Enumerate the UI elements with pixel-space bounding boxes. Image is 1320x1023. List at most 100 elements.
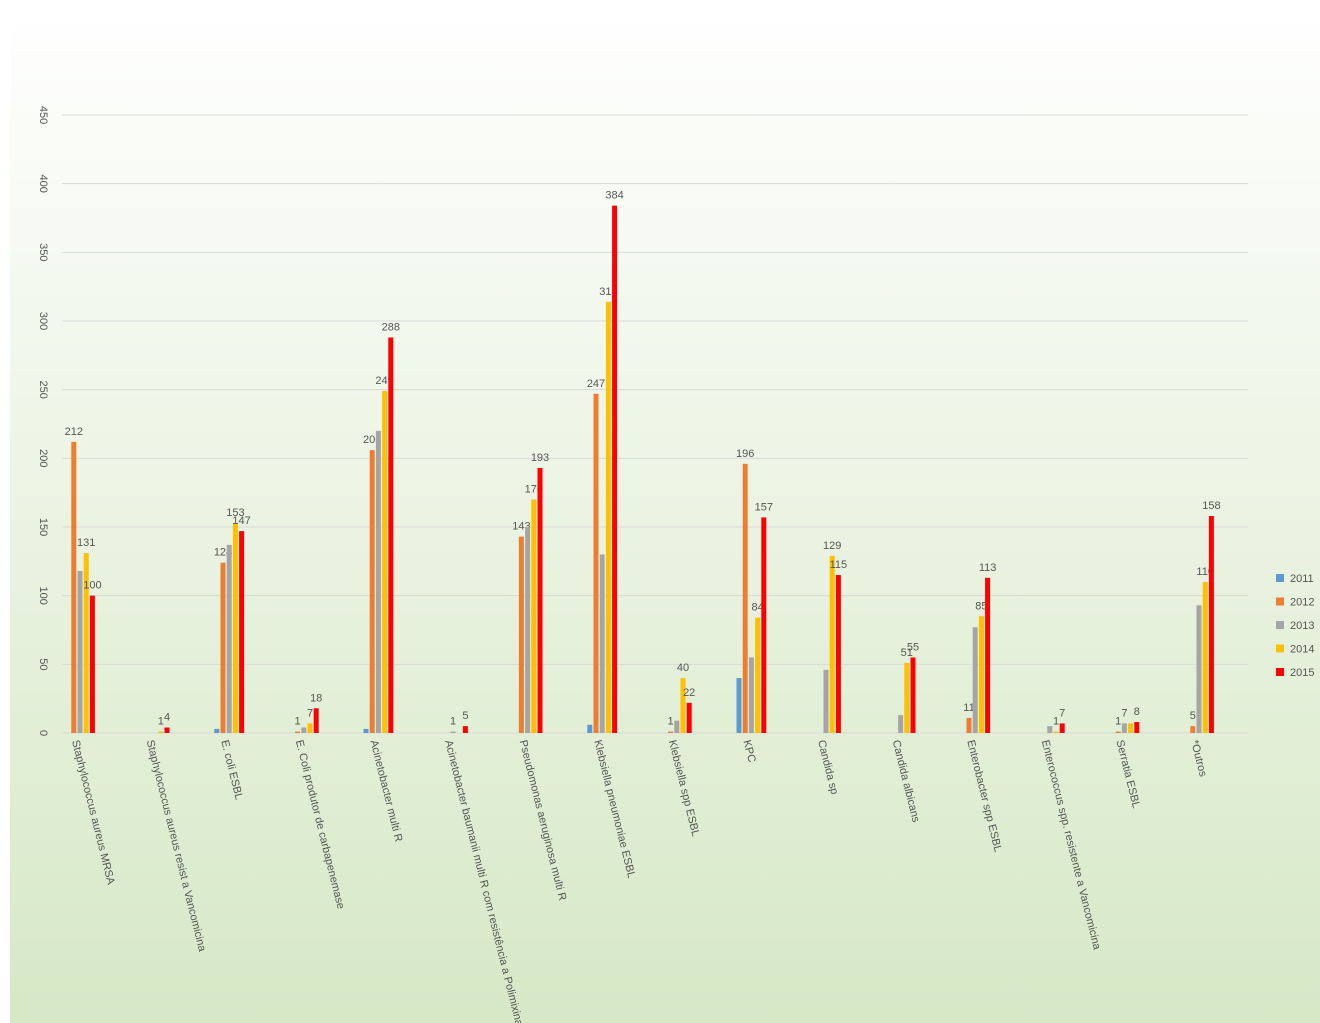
data-label: 51 bbox=[901, 647, 913, 659]
plot-background bbox=[10, 10, 1320, 1023]
data-label: 1 bbox=[1115, 716, 1121, 728]
bar bbox=[1128, 723, 1134, 733]
bar bbox=[1202, 581, 1208, 733]
data-label: 288 bbox=[382, 321, 400, 333]
bar bbox=[1121, 723, 1127, 733]
data-label: 5 bbox=[1190, 710, 1196, 722]
data-label: 85 bbox=[975, 600, 987, 612]
y-tick-label: 400 bbox=[37, 174, 49, 192]
y-tick-label: 50 bbox=[37, 658, 49, 670]
legend-swatch bbox=[1276, 597, 1284, 606]
data-label: 22 bbox=[683, 687, 695, 699]
bar bbox=[686, 702, 692, 733]
bar bbox=[835, 575, 841, 733]
legend-swatch bbox=[1276, 668, 1284, 676]
y-tick-label: 450 bbox=[37, 106, 49, 124]
y-tick-label: 300 bbox=[37, 312, 49, 330]
data-label: 1 bbox=[450, 716, 456, 728]
legend-label: 2011 bbox=[1290, 573, 1314, 585]
bar bbox=[748, 657, 754, 733]
y-tick-label: 0 bbox=[37, 730, 49, 736]
bar bbox=[605, 301, 611, 733]
bar bbox=[164, 727, 170, 733]
legend-swatch bbox=[1276, 574, 1284, 582]
data-label: 115 bbox=[830, 559, 848, 571]
data-label: 158 bbox=[1202, 500, 1220, 512]
data-label: 196 bbox=[736, 448, 754, 460]
data-label: 247 bbox=[587, 378, 605, 390]
bar bbox=[823, 669, 829, 733]
data-label: 157 bbox=[755, 501, 773, 513]
bar bbox=[71, 441, 77, 733]
bar bbox=[382, 391, 388, 733]
bar bbox=[363, 728, 369, 733]
y-tick-label: 150 bbox=[37, 518, 49, 536]
bar bbox=[985, 577, 991, 733]
bar bbox=[369, 450, 375, 733]
y-tick-label: 200 bbox=[37, 449, 49, 467]
legend-label: 2015 bbox=[1290, 667, 1314, 679]
bar bbox=[450, 731, 456, 733]
bar bbox=[898, 715, 904, 733]
data-label: 193 bbox=[531, 452, 549, 464]
data-label: 1 bbox=[668, 716, 674, 728]
data-label: 1 bbox=[1053, 716, 1059, 728]
data-label: 153 bbox=[226, 507, 244, 519]
bar bbox=[83, 553, 89, 733]
data-label: 4 bbox=[164, 712, 170, 724]
bar bbox=[755, 617, 761, 733]
bar bbox=[587, 724, 593, 733]
bar bbox=[674, 720, 680, 733]
bar bbox=[77, 570, 83, 733]
bar bbox=[525, 527, 531, 733]
bar bbox=[301, 727, 307, 733]
y-tick-label: 350 bbox=[37, 243, 49, 261]
bar bbox=[742, 463, 748, 733]
legend-label: 2012 bbox=[1290, 597, 1314, 609]
data-label: 147 bbox=[232, 515, 250, 527]
bar bbox=[537, 467, 543, 733]
data-label: 113 bbox=[979, 562, 997, 574]
legend-swatch bbox=[1276, 621, 1284, 629]
bar bbox=[599, 554, 605, 733]
data-label: 384 bbox=[605, 190, 623, 202]
data-label: 8 bbox=[1134, 706, 1140, 718]
data-label: 7 bbox=[1121, 707, 1127, 719]
x-tick-label: KPC bbox=[740, 739, 757, 764]
bar bbox=[904, 662, 910, 733]
bar bbox=[313, 708, 319, 733]
data-label: 84 bbox=[751, 602, 763, 614]
data-label: 1 bbox=[158, 716, 164, 728]
bar bbox=[1190, 726, 1196, 733]
bar bbox=[668, 731, 674, 733]
data-label: 100 bbox=[83, 580, 101, 592]
bar bbox=[1208, 516, 1214, 733]
bar bbox=[972, 627, 978, 733]
bar bbox=[462, 726, 468, 733]
bar bbox=[531, 499, 537, 733]
bar bbox=[226, 544, 232, 733]
bar bbox=[1196, 605, 1202, 733]
data-label: 55 bbox=[907, 641, 919, 653]
bar bbox=[910, 657, 916, 733]
data-label: 1 bbox=[295, 716, 301, 728]
y-tick-label: 100 bbox=[37, 586, 49, 604]
bar bbox=[1059, 723, 1065, 733]
bar bbox=[89, 595, 95, 733]
data-label: 212 bbox=[65, 426, 83, 438]
bar bbox=[612, 205, 618, 733]
data-label: 40 bbox=[677, 662, 689, 674]
legend-swatch bbox=[1276, 644, 1284, 653]
bar bbox=[518, 536, 524, 733]
bar bbox=[761, 517, 767, 733]
bar bbox=[220, 562, 226, 733]
bar bbox=[388, 337, 394, 733]
bar bbox=[680, 678, 686, 733]
bar bbox=[1115, 731, 1121, 733]
bar bbox=[214, 728, 220, 733]
bar bbox=[1047, 726, 1053, 733]
legend-label: 2014 bbox=[1290, 644, 1314, 656]
y-tick-label: 250 bbox=[37, 380, 49, 398]
data-label: 129 bbox=[823, 540, 841, 552]
bar bbox=[829, 555, 835, 733]
